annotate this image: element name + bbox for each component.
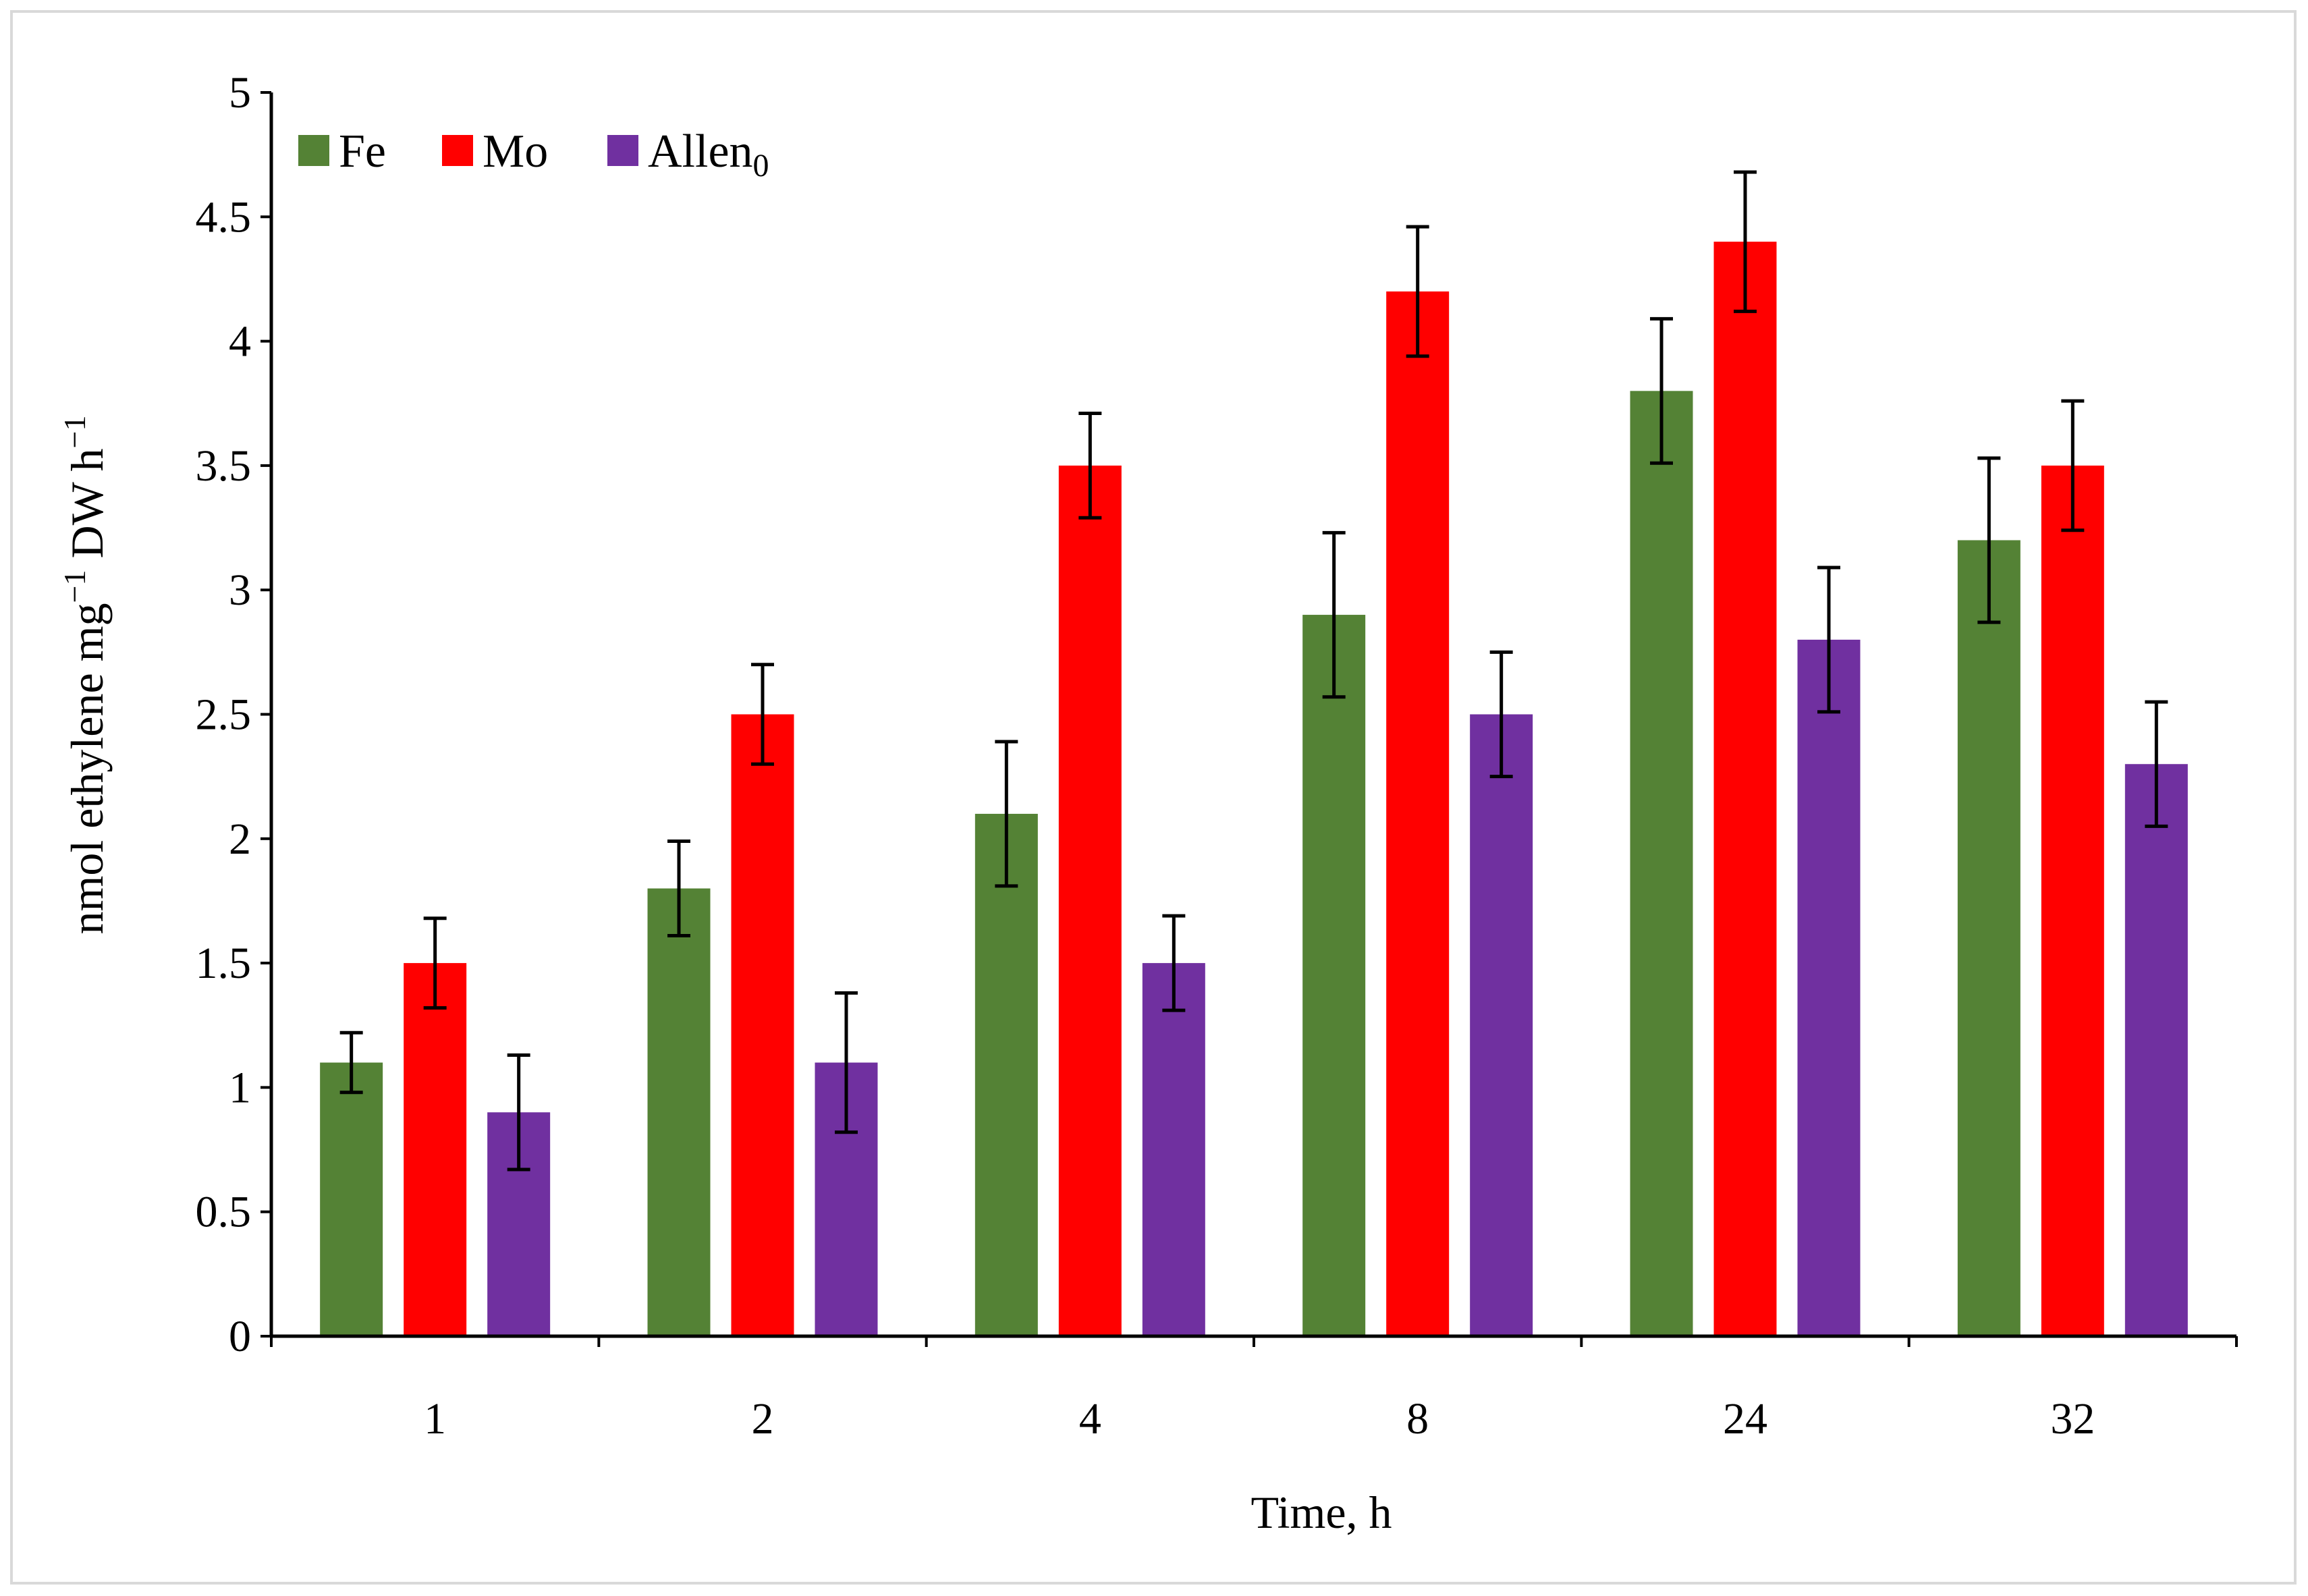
y-tick-label: 5	[229, 68, 251, 117]
y-tick-label: 4.5	[196, 192, 252, 242]
bar-allen-8	[1470, 714, 1533, 1336]
error-bar-mo-1	[423, 916, 447, 1010]
bar-fe-8	[1302, 615, 1366, 1336]
error-bar-allen-4	[1162, 914, 1186, 1012]
error-bar-allen-24	[1817, 566, 1840, 714]
error-bars-layer	[339, 170, 2168, 1172]
legend-label-subscript: 0	[753, 148, 769, 184]
y-tick-label: 1.5	[196, 939, 252, 988]
x-tick-label: 8	[1406, 1394, 1429, 1443]
y-axis-title-base: nmol ethylene mg	[61, 603, 113, 934]
error-bar-mo-4	[1078, 411, 1102, 520]
error-bar-mo-2	[751, 663, 774, 766]
error-bar-mo-8	[1406, 225, 1429, 358]
x-tick-label: 2	[752, 1394, 774, 1443]
legend-swatch	[607, 135, 638, 166]
error-bar-mo-24	[1734, 170, 1757, 313]
legend-item-mo: Mo	[442, 126, 548, 177]
legend-swatch	[442, 135, 473, 166]
error-bar-allen-8	[1489, 650, 1513, 779]
y-tick-label: 2	[229, 815, 251, 864]
legend: Fe Mo Allen0	[298, 126, 769, 184]
bar-fe-24	[1630, 391, 1693, 1336]
error-bar-fe-2	[667, 839, 690, 938]
error-bar-fe-4	[995, 740, 1018, 888]
y-axis-title: nmol ethylene mg−1 DW h−1	[57, 416, 113, 935]
y-axis-title-sup1: −1	[57, 570, 92, 603]
bar-allen-24	[1797, 639, 1861, 1337]
y-tick-label: 0.5	[196, 1188, 252, 1237]
bar-mo-24	[1713, 242, 1777, 1336]
x-axis-title: Time, h	[1251, 1487, 1392, 1538]
bar-fe-2	[647, 888, 711, 1336]
bar-mo-1	[404, 963, 467, 1336]
y-tick-label: 1	[229, 1063, 251, 1112]
legend-item-allen: Allen0	[607, 126, 769, 184]
x-tick-label: 32	[2050, 1394, 2095, 1443]
error-bar-mo-32	[2061, 399, 2085, 532]
x-tick-label: 1	[424, 1394, 446, 1443]
error-bar-allen-32	[2145, 700, 2168, 828]
y-tick-label: 0	[229, 1312, 251, 1361]
bar-mo-32	[2041, 465, 2104, 1336]
bar-allen-4	[1142, 963, 1205, 1336]
y-tick-label: 2.5	[196, 690, 252, 740]
bar-mo-4	[1058, 465, 1122, 1336]
error-bar-fe-1	[339, 1030, 363, 1095]
y-tick-label: 3.5	[196, 441, 252, 491]
legend-label: Allen0	[648, 126, 769, 184]
error-bar-fe-32	[1977, 456, 2001, 624]
bar-allen-32	[2124, 764, 2188, 1336]
x-tick-label: 4	[1079, 1394, 1101, 1443]
axes-layer	[260, 91, 2238, 1347]
y-axis-title-mid: DW h	[61, 448, 113, 570]
y-axis-title-sup2: −1	[57, 416, 92, 449]
x-tick-label: 24	[1723, 1394, 1767, 1443]
error-bar-allen-2	[835, 991, 858, 1134]
legend-swatch	[298, 135, 329, 166]
tick-labels-layer: 00.511.522.533.544.551 2 4 8 24 32	[196, 68, 2095, 1443]
error-bar-fe-24	[1650, 317, 1673, 465]
bar-mo-8	[1386, 291, 1450, 1336]
legend-item-fe: Fe	[298, 126, 386, 177]
bar-fe-1	[320, 1062, 383, 1336]
bar-fe-4	[974, 813, 1038, 1336]
y-tick-label: 4	[229, 317, 251, 366]
error-bar-allen-1	[507, 1053, 530, 1172]
bar-fe-32	[1957, 540, 2021, 1336]
bar-mo-2	[731, 714, 794, 1336]
bars-layer	[320, 242, 2188, 1337]
error-bar-fe-8	[1322, 530, 1346, 699]
legend-label: Fe	[339, 126, 386, 177]
y-tick-label: 3	[229, 566, 251, 615]
legend-label: Mo	[483, 126, 548, 177]
